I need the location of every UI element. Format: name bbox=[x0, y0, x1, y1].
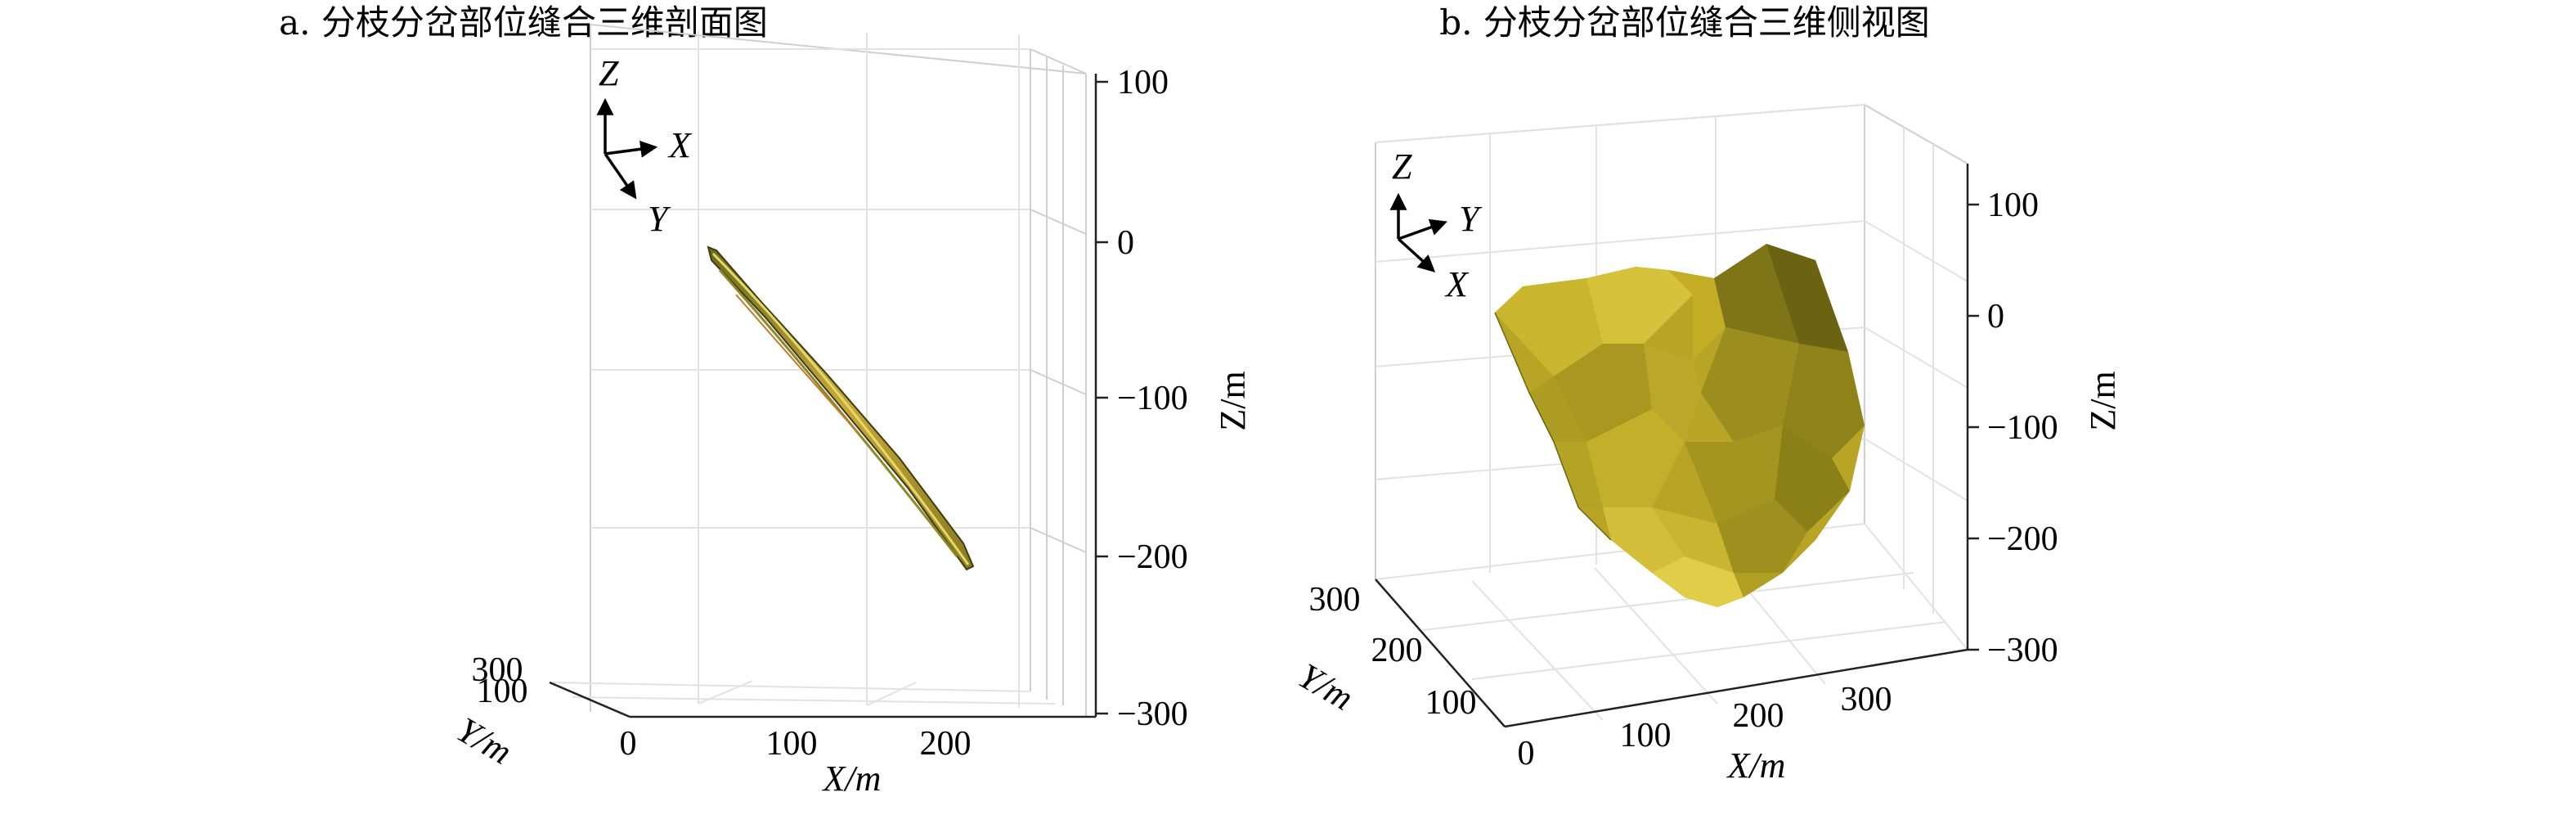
panel-a-z-tick: 0 bbox=[1117, 224, 1134, 262]
panel-a: a. 分枝分岔部位缝合三维剖面图 bbox=[279, 2, 1253, 799]
panel-b-y-label: Y/m bbox=[1291, 655, 1360, 718]
panel-a-z-tick: −100 bbox=[1117, 380, 1188, 417]
panel-b-y-tick: 300 bbox=[1309, 581, 1361, 619]
panel-b-z-tick: 100 bbox=[1987, 187, 2039, 224]
panel-b-title: b. 分枝分岔部位缝合三维侧视图 bbox=[1439, 2, 1930, 43]
panel-a-y-label: Y/m bbox=[450, 709, 518, 772]
panel-a-y-tick: 300 bbox=[472, 651, 523, 689]
triad-z-label: Z bbox=[1392, 146, 1412, 187]
triad-x-label: X bbox=[1444, 264, 1470, 304]
triad-x-label: X bbox=[667, 125, 693, 165]
panel-b-surface bbox=[1494, 244, 1865, 607]
panel-b-x-axis-line bbox=[1504, 648, 1968, 728]
panel-b-x-tick: 100 bbox=[1620, 717, 1672, 754]
panel-b-z-tick: 0 bbox=[1987, 298, 2004, 335]
panel-b-z-tick: −100 bbox=[1987, 409, 2058, 447]
panel-b-y-axis-line bbox=[1375, 579, 1506, 727]
panel-a-y-tick: 100 bbox=[477, 673, 528, 710]
panel-b-x-tick: 300 bbox=[1841, 681, 1892, 718]
panel-b-y-tick: 200 bbox=[1371, 632, 1423, 669]
panel-a-title: a. 分枝分岔部位缝合三维剖面图 bbox=[279, 2, 768, 43]
panel-a-z-tick: 100 bbox=[1117, 64, 1169, 101]
panel-a-x-label: X/m bbox=[822, 759, 882, 799]
panel-b-x-label: X/m bbox=[1726, 745, 1786, 786]
triad-z-label: Z bbox=[599, 53, 619, 93]
panel-a-x-tick: 0 bbox=[620, 725, 637, 763]
panel-a-y-axis-line bbox=[549, 681, 631, 718]
panel-a-surface bbox=[707, 245, 975, 571]
panel-b-orientation-axes: Z Y X bbox=[1389, 146, 1483, 304]
panel-b-y-tick: 100 bbox=[1425, 684, 1477, 722]
panel-a-z-tick: −300 bbox=[1117, 696, 1188, 733]
triad-y-label: Y bbox=[648, 199, 671, 239]
triad-y-label: Y bbox=[1459, 199, 1483, 239]
panel-b-x-tick: 200 bbox=[1733, 697, 1784, 735]
panel-b: b. 分枝分岔部位缝合三维侧视图 bbox=[1291, 2, 2123, 786]
panel-b-z-tick: −300 bbox=[1987, 632, 2058, 669]
panel-a-z-tick: −200 bbox=[1117, 538, 1188, 576]
panel-b-z-tick: −200 bbox=[1987, 520, 2058, 558]
panel-a-orientation-axes: Z X Y bbox=[596, 53, 693, 239]
panel-a-x-tick: 200 bbox=[920, 725, 972, 763]
panel-a-x-tick: 100 bbox=[766, 725, 818, 763]
panel-a-z-label: Z/m bbox=[1213, 371, 1253, 430]
panel-a-grid bbox=[549, 24, 1087, 716]
panel-b-x-tick: 0 bbox=[1518, 735, 1535, 772]
panel-b-z-label: Z/m bbox=[2083, 371, 2123, 430]
